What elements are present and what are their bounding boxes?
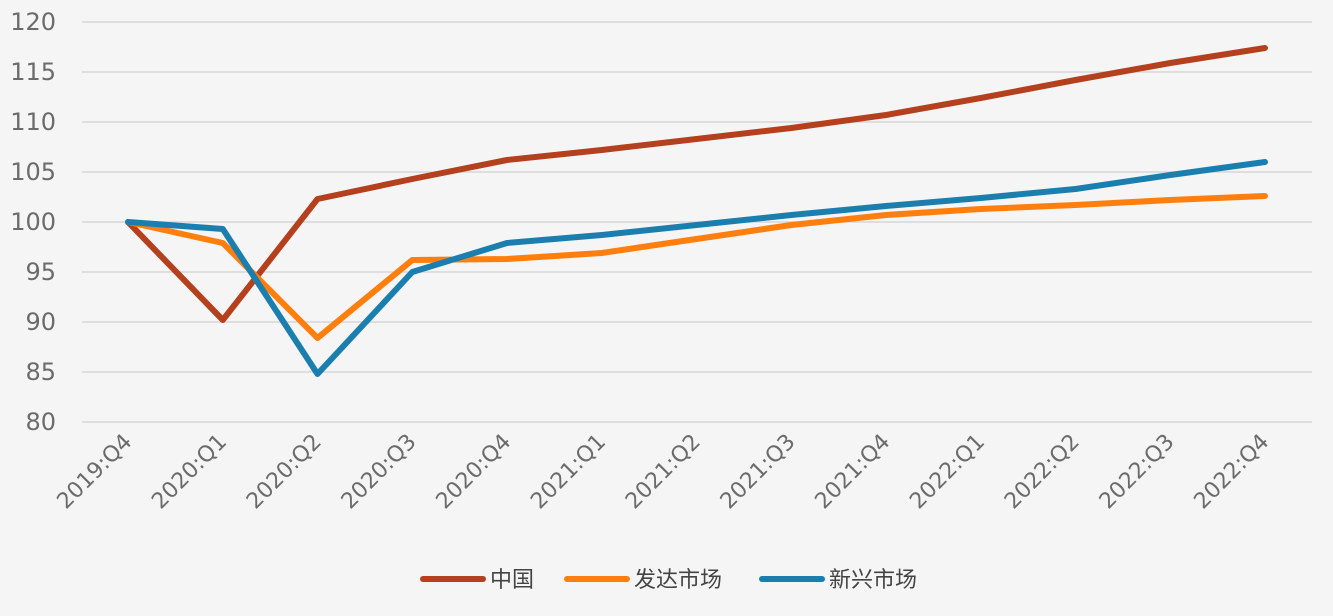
y-tick-label: 95	[25, 258, 56, 286]
y-tick-label: 120	[10, 8, 56, 36]
x-tick-label: 2021:Q2	[621, 430, 706, 515]
legend-label-2: 发达市场	[634, 568, 722, 593]
x-tick-label: 2022:Q3	[1095, 430, 1180, 515]
x-tick-label: 2020:Q1	[147, 430, 232, 515]
y-tick-label: 110	[10, 108, 56, 136]
legend-label-1: 中国	[490, 568, 534, 593]
y-tick-label: 85	[25, 358, 56, 386]
x-tick-label: 2022:Q4	[1190, 430, 1275, 515]
x-tick-label: 2020:Q3	[337, 430, 422, 515]
series-line-1	[125, 45, 1268, 323]
legend: 中国 发达市场 新兴市场	[420, 568, 917, 593]
y-tick-label: 80	[25, 408, 56, 436]
x-tick-label: 2021:Q1	[526, 430, 611, 515]
y-axis: 80 85 90 95 100 105 110 115 120	[10, 8, 56, 436]
x-tick-label: 2022:Q2	[1000, 430, 1085, 515]
y-tick-label: 105	[10, 158, 56, 186]
legend-label-3: 新兴市场	[829, 568, 917, 593]
x-tick-label: 2020:Q2	[242, 430, 327, 515]
y-tick-label: 115	[10, 58, 56, 86]
x-tick-label: 2022:Q1	[905, 430, 990, 515]
x-tick-label: 2021:Q3	[716, 430, 801, 515]
x-tick-label: 2021:Q4	[811, 430, 896, 515]
series-line-3	[125, 159, 1268, 377]
series-line-2	[125, 193, 1268, 341]
x-tick-label: 2019:Q4	[53, 430, 138, 515]
x-tick-label: 2020:Q4	[432, 430, 517, 515]
y-tick-label: 100	[10, 208, 56, 236]
series-lines	[125, 45, 1268, 377]
y-tick-label: 90	[25, 308, 56, 336]
x-axis: 2019:Q4 2020:Q1 2020:Q2 2020:Q3 2020:Q4 2021:…	[53, 430, 1275, 515]
